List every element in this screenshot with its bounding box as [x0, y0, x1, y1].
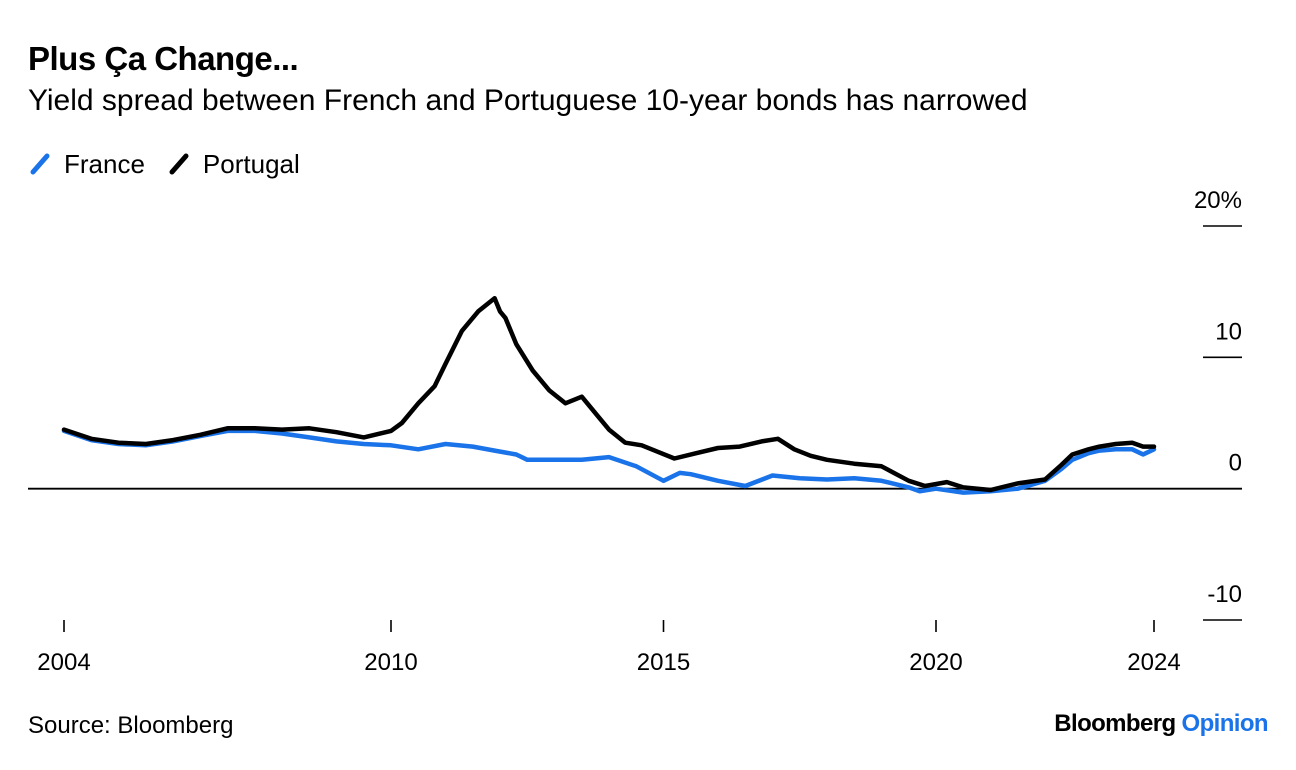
x-tick-label: 2010: [364, 649, 417, 676]
brand-logo: Bloomberg Opinion: [1054, 710, 1268, 738]
legend-label-portugal: Portugal: [202, 148, 300, 179]
legend-item-france: France: [28, 149, 145, 180]
legend-line-portugal: [169, 153, 189, 175]
x-tick-label: 2015: [637, 649, 690, 676]
chart-subtitle: Yield spread between French and Portugue…: [28, 84, 1028, 117]
y-tick-label: 20%: [1194, 187, 1242, 214]
legend-label-france: France: [64, 148, 145, 179]
y-tick-label: 10: [1215, 318, 1242, 345]
series-line-portugal: [61, 295, 1157, 493]
legend-item-portugal: Portugal: [167, 149, 300, 180]
x-tick-label: 2004: [37, 649, 90, 676]
legend-swatch-france: [30, 153, 50, 175]
legend: France Portugal: [28, 146, 322, 182]
x-tick-label: 2020: [909, 649, 962, 676]
x-tick-label: 2024: [1127, 649, 1180, 676]
legend-line-france: [30, 153, 50, 175]
brand-name: Bloomberg: [1054, 710, 1176, 737]
y-tick-label: 0: [1229, 450, 1242, 477]
y-tick-label: -10: [1207, 581, 1242, 608]
brand-product: Opinion: [1181, 710, 1269, 737]
legend-swatch-portugal: [169, 153, 189, 175]
source-note: Source: Bloomberg: [28, 712, 234, 739]
series-line-france: [61, 428, 1157, 495]
chart-title: Plus Ça Change...: [28, 40, 299, 77]
